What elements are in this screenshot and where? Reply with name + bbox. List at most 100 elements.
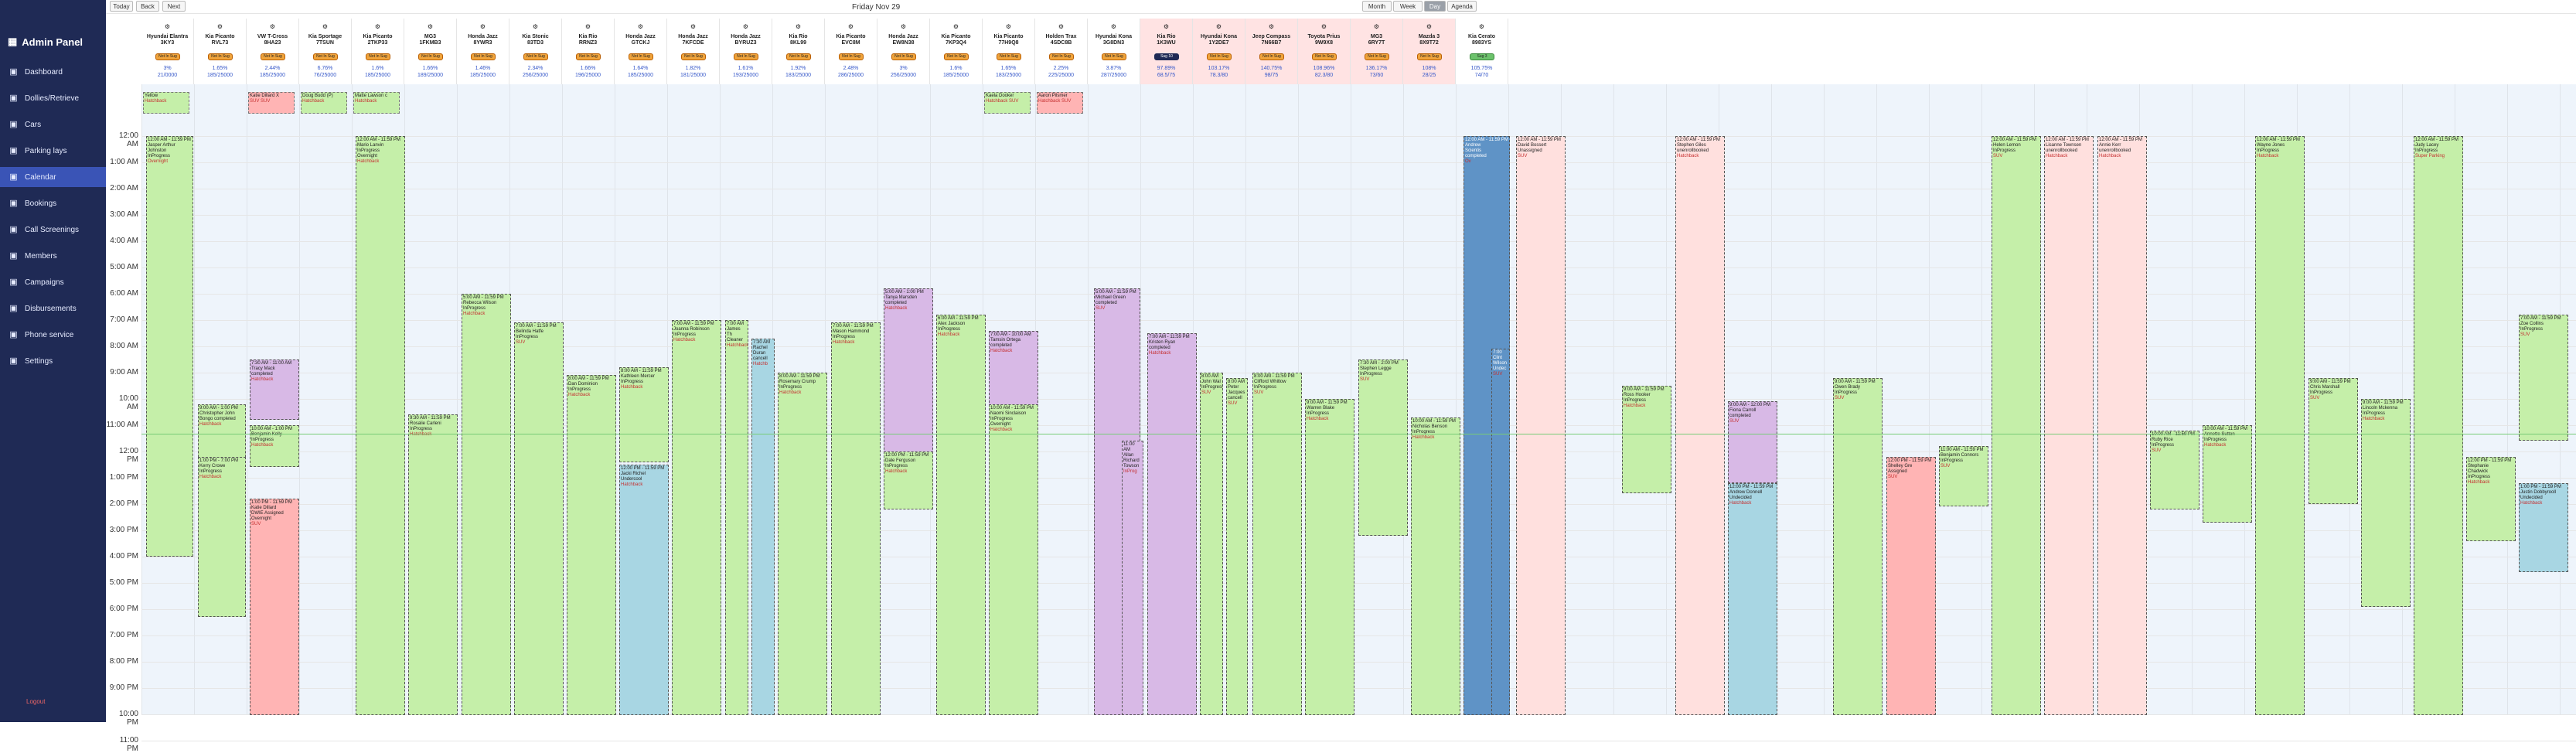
booking-event[interactable]: 9:00 AM - 11:59 PM Chris Marshall InProgre… [2309, 377, 2358, 504]
suggestion-badge[interactable]: Not In Sug [155, 53, 180, 60]
booking-event[interactable]: 9:00 AM - 11:59 PM Owen Brady InProgress SU… [1833, 377, 1883, 715]
booking-event[interactable]: 12:00 PM - 11:59 PM Dale Ferguson InProgre… [884, 451, 933, 509]
suggestion-badge[interactable]: Not In Sug [681, 53, 706, 60]
suggestion-badge[interactable]: Not In Sug [629, 53, 653, 60]
view-day-button[interactable]: Day [1424, 1, 1446, 12]
suggestion-badge[interactable]: Not In Sug [523, 53, 548, 60]
booking-event[interactable]: 12:00 AM - 11:59 PM Mario Lanvin InProgres… [356, 136, 405, 715]
suggestion-badge[interactable]: Not In Sug [1049, 53, 1074, 60]
back-button[interactable]: Back [136, 1, 159, 12]
next-button[interactable]: Next [162, 1, 186, 12]
all-day-booking[interactable]: Doug Budd (P) Hatchback [301, 92, 347, 114]
all-day-booking[interactable]: Kaela Dooker Hatchback SUV [984, 92, 1031, 114]
booking-event[interactable]: 12:00 AM - 11:59 PM Lisanne Townsen unenro… [2044, 136, 2094, 715]
suggestion-badge[interactable]: Not In Sug [1365, 53, 1389, 60]
booking-event[interactable]: 9:00 AM - 12:00 PM Fiona Carroll completed… [1728, 401, 1777, 483]
suggestion-badge[interactable]: Not In Sug [1102, 53, 1126, 60]
booking-event[interactable]: 10:00 AM - 11:59 PM Annette Sutton InProgr… [2203, 425, 2252, 523]
suggestion-badge[interactable]: Not In Sug [313, 53, 338, 60]
suggestion-badge[interactable]: Not In Sug [891, 53, 916, 60]
suggestion-badge[interactable]: Not In Sug [471, 53, 496, 60]
all-day-booking[interactable]: Aaron Pilsmer Hatchback SUV [1037, 92, 1083, 114]
booking-event[interactable]: 7:00 AM - 10:00 AM Tamsin Ortega completed… [989, 330, 1038, 407]
suggestion-badge[interactable]: Sug 10 [1154, 53, 1179, 60]
logout-button[interactable]: Logout [26, 698, 45, 705]
booking-event[interactable]: 12:00 PM - 11:59 PM Shelley Gre Assigned SU… [1886, 456, 1936, 715]
view-month-button[interactable]: Month [1362, 1, 1392, 12]
booking-event[interactable]: 7:00 AM - 11:59 PM Joanna Robinson InProgr… [672, 320, 721, 715]
booking-event[interactable]: 7:30 AM Rachel Duran cancell Hatchb [751, 338, 775, 715]
booking-event[interactable]: 7:00 AM James Th Cleaner Hatchback [725, 320, 748, 715]
sidebar-item-members[interactable]: ▣ Members [0, 246, 106, 266]
booking-event[interactable]: 12:00 AM - 11:59 PM Jasper Arthur Johnston… [146, 136, 193, 557]
view-agenda-button[interactable]: Agenda [1447, 1, 1477, 12]
booking-event[interactable]: 10:00 AM - 11:59 PM Nicholas Benson InProg… [1411, 417, 1460, 715]
sidebar-item-settings[interactable]: ▣ Settings [0, 351, 106, 371]
booking-event[interactable]: 10:00 AM - 11:59 PMRuby RiceInProgressSU… [2150, 430, 2199, 509]
booking-event[interactable]: 8:00 AM - 11:59 PM Dan Dominion InProgress… [567, 375, 616, 715]
suggestion-badge[interactable]: Not In Sug [839, 53, 864, 60]
booking-event[interactable]: 7:30 AM - 11:00 AM Tracy Mack completed Hat… [250, 359, 299, 421]
suggestion-badge[interactable]: Not In Sug [261, 53, 285, 60]
booking-event[interactable]: 7:00 AM - 11:59 PM Kristen Ryan completed H… [1147, 333, 1197, 715]
booking-event[interactable]: 12:00 PM - 11:59 PM Andrew Donnell Undecid… [1728, 482, 1777, 715]
booking-event[interactable]: 12:00 AM - 11:59 PM Judy Lacey InProgress S… [2414, 136, 2463, 715]
booking-event[interactable]: 11:00 AM Allan Richard Towson InProg [1122, 441, 1143, 715]
suggestion-badge[interactable]: Not In Sug [418, 53, 443, 60]
sidebar-item-parking-lays[interactable]: ▣ Parking lays [0, 141, 106, 161]
sidebar-item-phone-service[interactable]: ▣ Phone service [0, 325, 106, 345]
booking-event[interactable]: 10:00 AM - 11:59 PM Naomi Sinclaison InPro… [989, 404, 1038, 715]
booking-event[interactable]: 12:00 AM - 11:59 PM Stephen Giles unenroll… [1675, 136, 1725, 715]
all-day-booking[interactable]: Yellow Hatchback [143, 92, 189, 114]
suggestion-badge[interactable]: Not In Sug [734, 53, 758, 60]
booking-event[interactable]: 12:00 PM - 11:59 PM Jacki Richel Undercool… [619, 465, 669, 715]
booking-event[interactable]: 12:00 PM - 11:59 PM Stephanie Chadwick InPr… [2466, 456, 2516, 541]
suggestion-badge[interactable]: Not In Sug [1417, 53, 1442, 60]
suggestion-badge[interactable]: Not In Sug [1259, 53, 1284, 60]
booking-event[interactable]: 7:00 AM - 11:59 PM Mason Hammond InProgres… [831, 322, 881, 715]
booking-event[interactable]: 1:00 PM - 7:00 PM Kerry Crowe InProgress Ha… [198, 456, 246, 618]
booking-event[interactable]: 12:00 AM - 11:59 PM Wayne Jones InProgress… [2255, 136, 2305, 715]
sidebar-item-dashboard[interactable]: ▣ Dashboard [0, 62, 106, 82]
booking-event[interactable]: 10:00 AM - 1:00 PM Benjamin Kelly InProgre… [250, 425, 299, 468]
suggestion-badge[interactable]: Not In Sug [576, 53, 601, 60]
suggestion-badge[interactable]: Not In Sug [208, 53, 233, 60]
booking-event[interactable]: 12:00 AM - 11:59 PM Annie Kerr unenrollboo… [2097, 136, 2147, 715]
sidebar-item-calendar[interactable]: ▣ Calendar [0, 167, 106, 187]
today-button[interactable]: Today [110, 1, 133, 12]
booking-event[interactable]: 12:00 AM - 11:59 PM Helen Lemon InProgress… [1992, 136, 2041, 715]
booking-event[interactable]: 1:00 PM - 11:59 PM Justin Dobbyrooll Undec… [2519, 482, 2568, 573]
booking-event[interactable]: 8:00 AM John Wal InProgress SUV [1200, 373, 1223, 715]
suggestion-badge[interactable]: Not In Sug [1207, 53, 1232, 60]
sidebar-item-campaigns[interactable]: ▣ Campaigns [0, 272, 106, 292]
booking-event[interactable]: 8:00 AM Peter Jacques cancell SUV [1226, 377, 1248, 715]
booking-event[interactable]: 1:00 PM - 11:59 PM Katie Dillard DWIE Assi… [250, 499, 299, 715]
booking-event[interactable]: 9:00 AM - 11:59 PM Lincoln Mckenna InProgr… [2361, 399, 2411, 607]
all-day-booking[interactable]: Matte Lawson c Hatchback [353, 92, 400, 114]
booking-event[interactable]: 7:00 AM - 11:59 PM Belinda Hatfe InProgres… [514, 322, 564, 715]
booking-event[interactable]: 11:00 AM - 11:59 PM Benjamin Connors InPro… [1939, 446, 1988, 507]
suggestion-badge[interactable]: Not In Sug [366, 53, 390, 60]
all-day-booking[interactable]: Katie Dillard X SUV SUV [248, 92, 295, 114]
booking-event[interactable]: 7:00 Clint Wilson Undec SUV [1491, 349, 1510, 715]
suggestion-badge[interactable]: Not In Sug [944, 53, 969, 60]
booking-event[interactable]: 7:30 AM - 2:00 PM Stephen Legge InProgress… [1358, 359, 1408, 536]
suggestion-badge[interactable]: Not In Sug [997, 53, 1021, 60]
booking-event[interactable]: 6:00 AM - 11:59 PM Alex Jackson InProgress… [936, 315, 986, 715]
booking-event[interactable]: 7:00 AM - 11:59 PM Zoe Collins InProgress S… [2519, 315, 2568, 441]
booking-event[interactable]: 12:00 AM - 11:59 PM David Bossert Unassign… [1516, 136, 1566, 715]
booking-event[interactable]: 8:00 AM - 11:59 PM Clifford Whitlow InProg… [1252, 373, 1302, 715]
sidebar-item-cars[interactable]: ▣ Cars [0, 114, 106, 135]
booking-event[interactable]: 8:00 AM - 11:59 PM Kathleen Mercer InProgr… [619, 367, 669, 462]
booking-event[interactable]: 9:00 AM - 11:59 PM Ross Hooker InProgress H… [1622, 386, 1671, 494]
booking-event[interactable]: 5:00 AM - 11:59 PM Rebecca Wilson InProgre… [462, 294, 511, 715]
suggestion-badge[interactable]: Sug 3 [1470, 53, 1494, 60]
suggestion-badge[interactable]: Not In Sug [1312, 53, 1337, 60]
sidebar-item-disbursements[interactable]: ▣ Disbursements [0, 298, 106, 319]
booking-event[interactable]: 9:00 AM - 11:59 PM Warren Blake InProgress… [1305, 399, 1354, 715]
view-week-button[interactable]: Week [1393, 1, 1423, 12]
sidebar-item-dollies-retrieve[interactable]: ▣ Dollies/Retrieve [0, 88, 106, 108]
suggestion-badge[interactable]: Not In Sug [786, 53, 811, 60]
booking-event[interactable]: 8:00 AM - 11:59 PM Rosemary Crump InProgre… [778, 373, 827, 715]
booking-event[interactable]: 9:30 AM - 11:59 PM Rosalie Carleni InProgr… [408, 414, 458, 715]
